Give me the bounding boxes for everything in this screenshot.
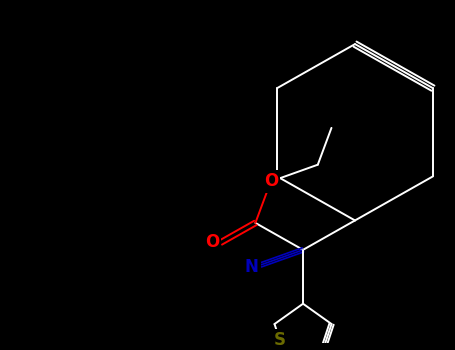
Text: O: O [264, 173, 278, 190]
Text: N: N [245, 258, 259, 276]
Text: S: S [274, 331, 286, 350]
Text: O: O [205, 233, 219, 252]
